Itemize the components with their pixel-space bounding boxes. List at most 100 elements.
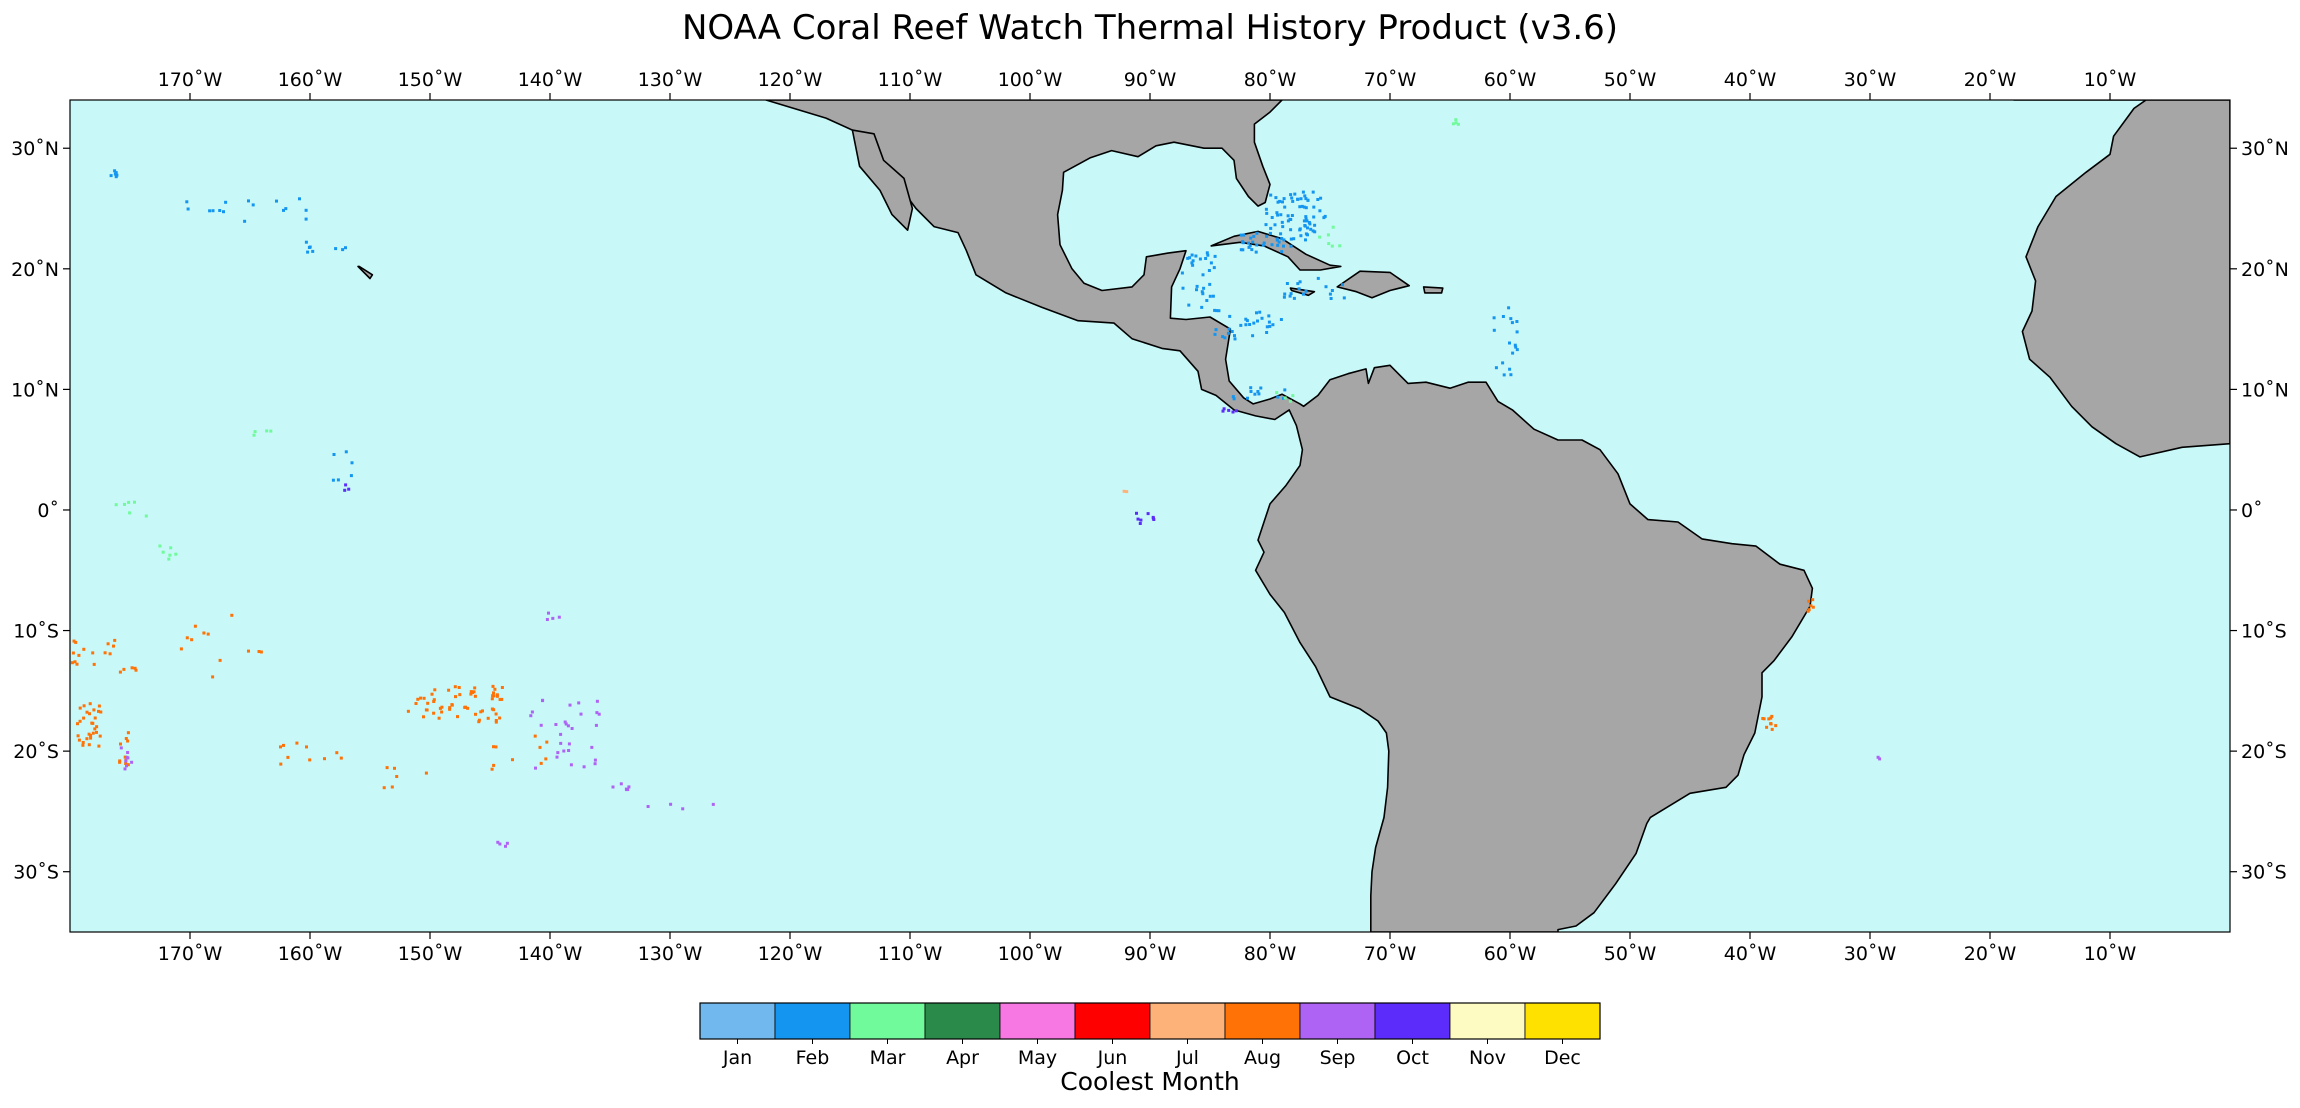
reef-pixel bbox=[1251, 334, 1255, 338]
reef-pixel bbox=[95, 730, 98, 734]
reef-pixel bbox=[448, 706, 452, 710]
reef-pixel bbox=[390, 785, 394, 789]
reef-pixel bbox=[133, 500, 136, 504]
colorbar-swatch-may bbox=[999, 1002, 1076, 1040]
reef-pixel bbox=[382, 786, 386, 790]
reef-pixel bbox=[477, 718, 481, 722]
reef-pixel bbox=[77, 738, 81, 742]
reef-pixel bbox=[498, 842, 502, 846]
reef-pixel bbox=[1297, 287, 1301, 291]
reef-pixel bbox=[1217, 309, 1221, 313]
reef-pixel bbox=[126, 763, 130, 767]
reef-pixel bbox=[174, 552, 178, 556]
reef-pixel bbox=[1299, 197, 1303, 201]
reef-pixel bbox=[1288, 217, 1292, 221]
reef-pixel bbox=[78, 706, 82, 710]
reef-pixel bbox=[1180, 271, 1184, 275]
reef-pixel bbox=[511, 758, 514, 762]
reef-pixel bbox=[98, 734, 102, 738]
reef-pixel bbox=[1213, 332, 1217, 336]
reef-pixel bbox=[611, 785, 615, 789]
reef-pixel bbox=[1501, 315, 1505, 318]
colorbar-label-dec: Dec bbox=[1544, 1047, 1581, 1069]
reef-pixel bbox=[490, 707, 494, 711]
reef-cluster-aug bbox=[76, 702, 103, 748]
reef-pixel bbox=[1296, 282, 1300, 286]
reef-pixel bbox=[119, 742, 122, 746]
reef-cluster-mar bbox=[1318, 225, 1342, 248]
reef-pixel bbox=[124, 737, 128, 740]
reef-pixel bbox=[457, 686, 461, 689]
reef-pixel bbox=[500, 686, 504, 689]
reef-pixel bbox=[1279, 232, 1283, 236]
reef-pixel bbox=[75, 662, 79, 666]
reef-pixel bbox=[1292, 296, 1296, 300]
lon-label-top: 120˚W bbox=[758, 69, 823, 91]
reef-cluster-oct bbox=[1135, 511, 1156, 525]
colorbar-title: Coolest Month bbox=[1060, 1067, 1240, 1096]
reef-pixel bbox=[1291, 394, 1295, 398]
reef-cluster-aug bbox=[1806, 598, 1815, 613]
reef-pixel bbox=[430, 692, 434, 696]
lon-label-top: 100˚W bbox=[998, 69, 1063, 91]
colorbar-label-may: May bbox=[1018, 1047, 1057, 1069]
lon-label-top: 160˚W bbox=[278, 69, 343, 91]
reef-pixel bbox=[492, 745, 495, 749]
reef-cluster-feb bbox=[1492, 306, 1519, 377]
reef-cluster-feb bbox=[185, 197, 308, 223]
reef-pixel bbox=[566, 724, 570, 728]
reef-pixel bbox=[343, 488, 347, 492]
lon-label-bottom: 100˚W bbox=[998, 943, 1063, 965]
colorbar-swatch-jan bbox=[699, 1002, 776, 1040]
reef-pixel bbox=[304, 208, 308, 212]
reef-pixel bbox=[91, 731, 95, 735]
reef-pixel bbox=[1241, 248, 1245, 252]
reef-pixel bbox=[1186, 256, 1190, 260]
reef-pixel bbox=[298, 197, 301, 201]
reef-pixel bbox=[559, 732, 563, 736]
colorbar-label-apr: Apr bbox=[946, 1047, 979, 1069]
reef-pixel bbox=[341, 248, 345, 252]
lat-label-left: 10˚S bbox=[13, 621, 59, 643]
landmass-7 bbox=[357, 265, 374, 280]
reef-pixel bbox=[1125, 490, 1129, 494]
reef-cluster-aug bbox=[382, 766, 428, 790]
reef-pixel bbox=[448, 707, 452, 711]
reef-pixel bbox=[76, 722, 79, 726]
reef-pixel bbox=[1300, 204, 1304, 208]
reef-pixel bbox=[1282, 244, 1285, 248]
reef-pixel bbox=[82, 704, 86, 708]
reef-pixel bbox=[134, 668, 138, 672]
reef-pixel bbox=[551, 616, 555, 620]
lat-label-left: 0˚ bbox=[37, 500, 59, 522]
reef-pixel bbox=[1214, 328, 1218, 332]
reef-pixel bbox=[305, 745, 308, 749]
reef-cluster-sep bbox=[545, 611, 561, 621]
reef-pixel bbox=[1280, 250, 1284, 254]
lon-label-bottom: 40˚W bbox=[1724, 943, 1777, 965]
reef-pixel bbox=[78, 719, 82, 723]
reef-pixel bbox=[1208, 294, 1212, 298]
reef-pixel bbox=[469, 692, 473, 696]
reef-pixel bbox=[669, 802, 673, 806]
reef-pixel bbox=[344, 483, 348, 487]
chart-title: NOAA Coral Reef Watch Thermal History Pr… bbox=[681, 8, 1619, 48]
reef-pixel bbox=[1260, 316, 1264, 320]
reef-pixel bbox=[1223, 336, 1227, 340]
colorbar-swatch-jul bbox=[1149, 1002, 1226, 1040]
reef-pixel bbox=[568, 703, 572, 707]
reef-pixel bbox=[491, 684, 495, 688]
reef-pixel bbox=[425, 708, 429, 712]
reef-pixel bbox=[490, 767, 494, 771]
reef-pixel bbox=[106, 642, 110, 646]
reef-pixel bbox=[123, 502, 126, 506]
reef-pixel bbox=[1338, 244, 1342, 248]
reef-cluster-feb bbox=[1264, 190, 1327, 242]
lat-label-left: 30˚N bbox=[11, 138, 59, 160]
reef-pixel bbox=[92, 662, 96, 666]
reef-pixel bbox=[1509, 317, 1513, 321]
reef-pixel bbox=[1265, 211, 1269, 215]
reef-pixel bbox=[1515, 330, 1519, 334]
reef-pixel bbox=[1288, 294, 1292, 298]
reef-pixel bbox=[1508, 341, 1511, 345]
